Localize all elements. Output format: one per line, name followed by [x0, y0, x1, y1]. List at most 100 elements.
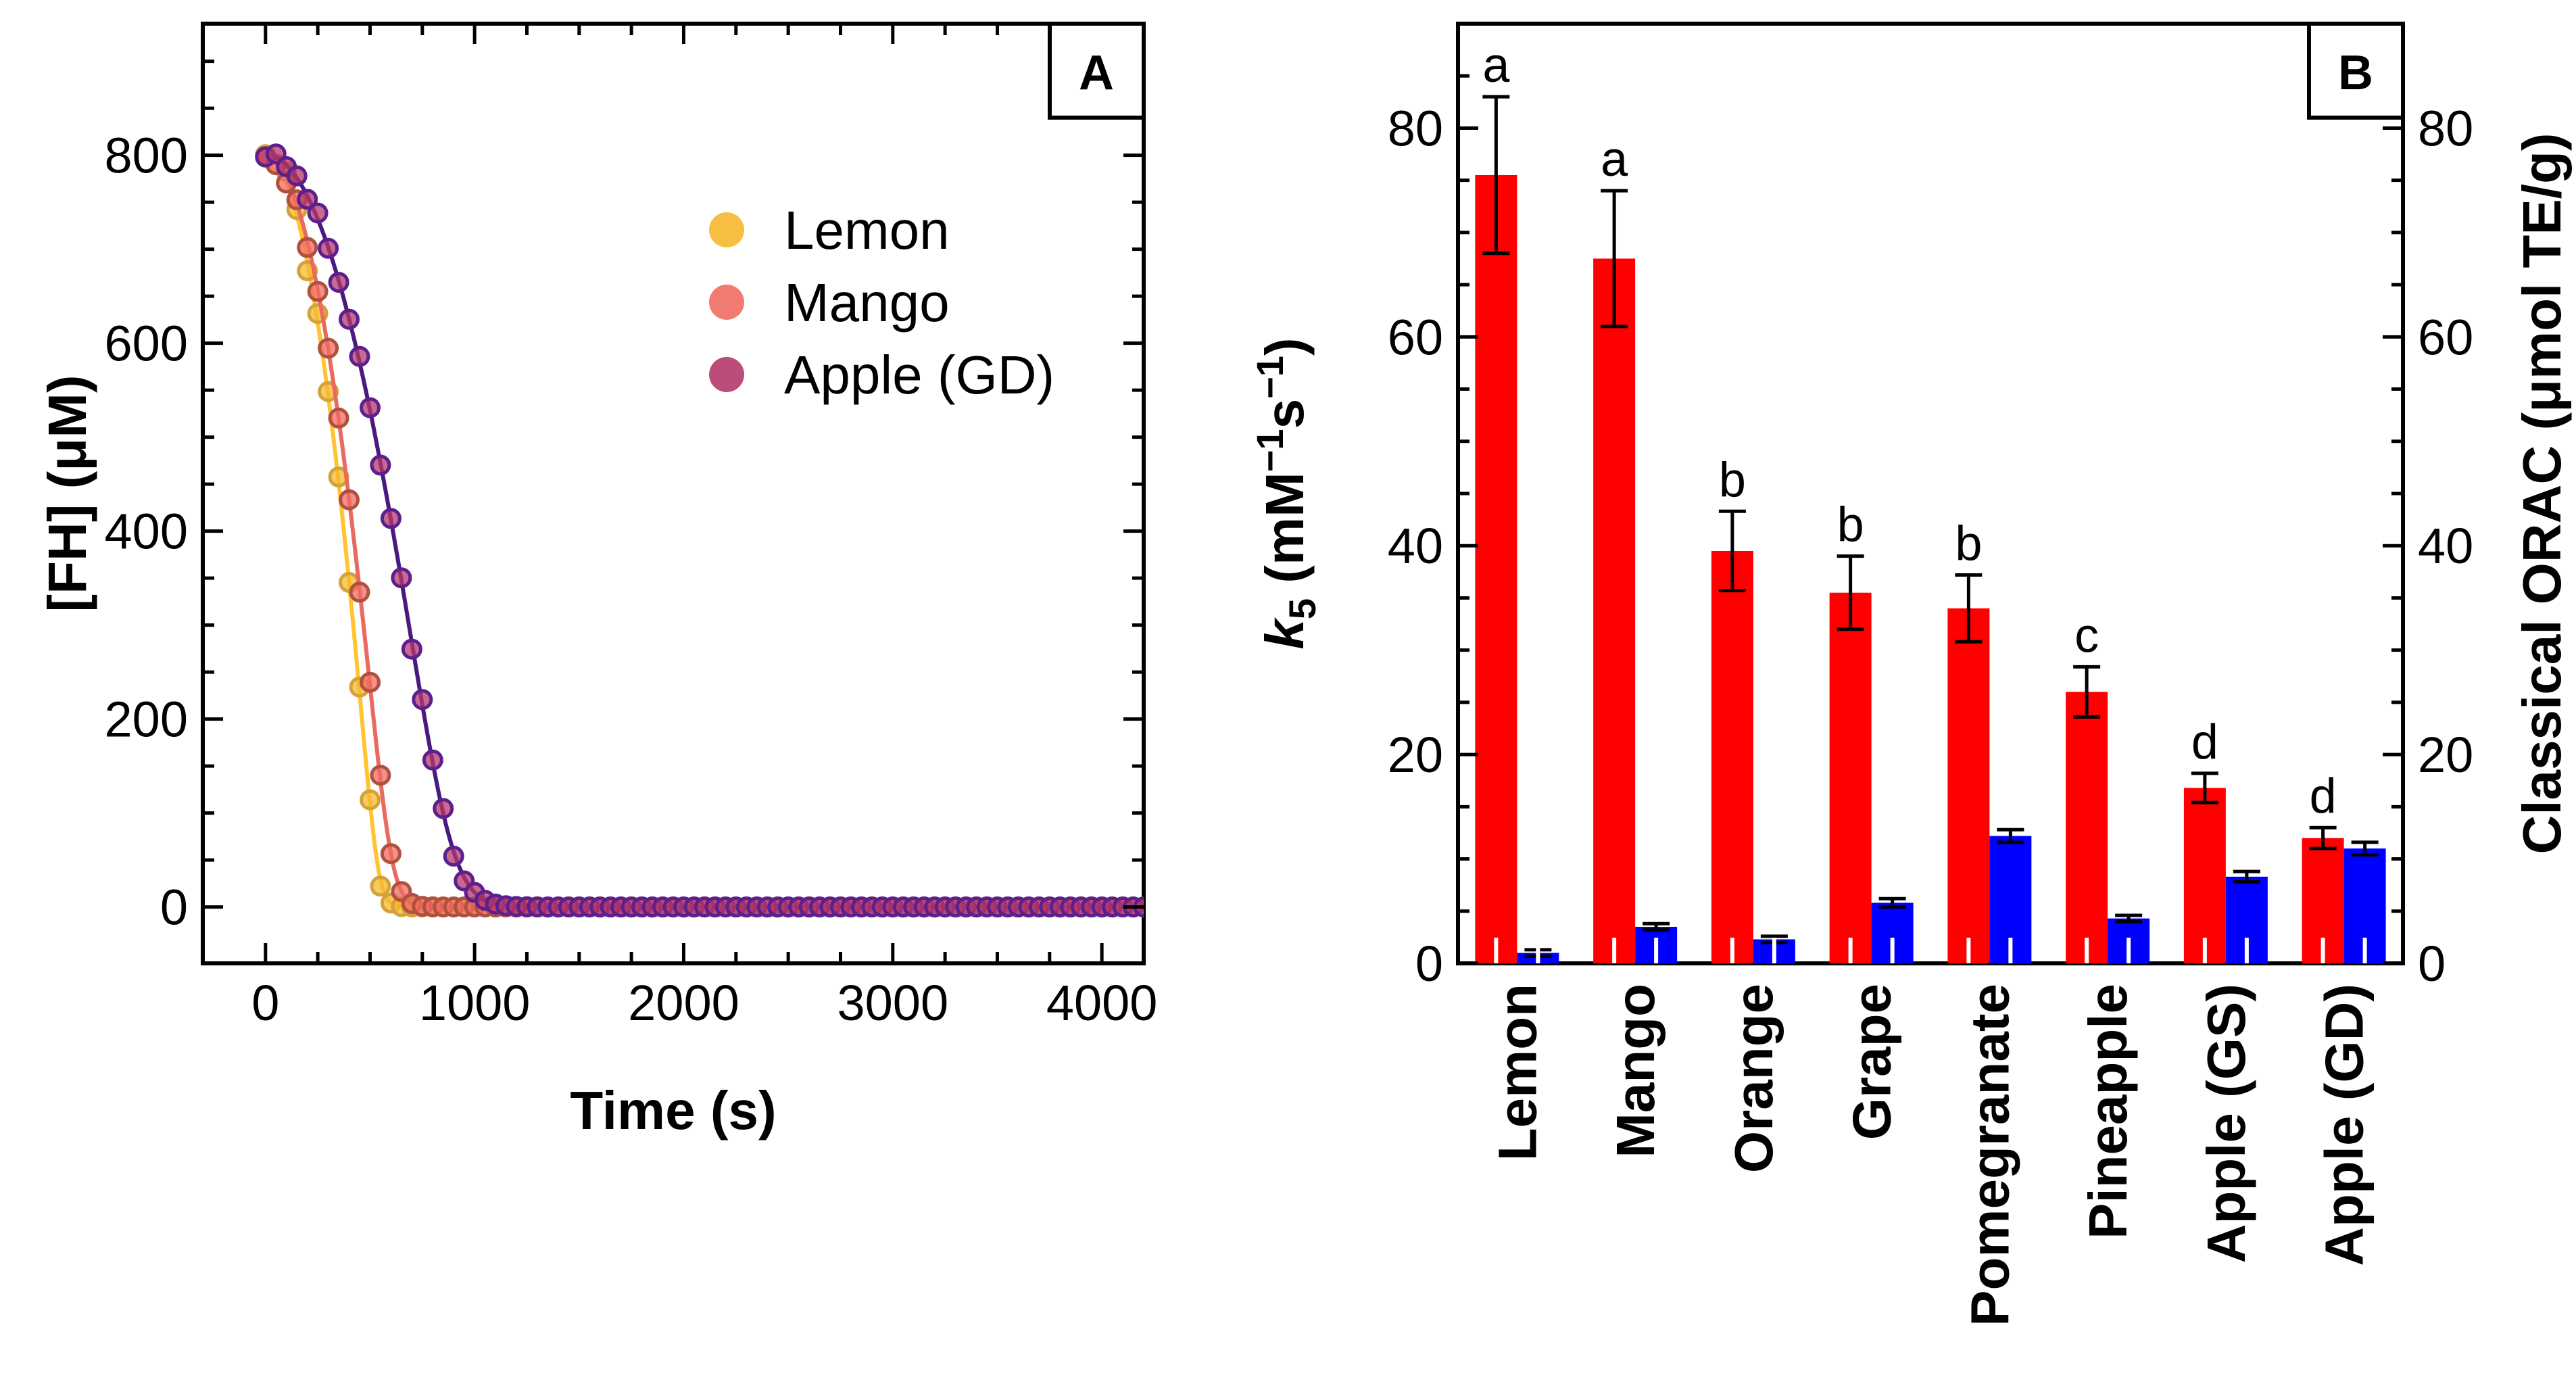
- data-point: [401, 638, 422, 660]
- data-point: [318, 237, 339, 259]
- data-point: [380, 508, 402, 529]
- panel-b-bars: a a b b b c d d: [1475, 39, 2386, 963]
- legend-label: Lemon: [784, 200, 950, 260]
- data-point: [297, 189, 318, 210]
- x-tick-label: 2000: [628, 975, 739, 1031]
- x-tick-label: 1000: [419, 975, 531, 1031]
- units-close: ): [1255, 337, 1315, 356]
- panel-a-label-box: [1048, 22, 1146, 120]
- data-point: [318, 337, 339, 359]
- panel-b-category-labels: Lemon Mango Orange Grape Pomegranate Pineappl…: [1487, 984, 2374, 1326]
- group-letter: b: [1719, 453, 1746, 507]
- data-point: [286, 165, 308, 187]
- legend-marker: [709, 357, 744, 392]
- category-label: Pomegranate: [1960, 984, 2020, 1326]
- panel-a-label: A: [1079, 46, 1114, 100]
- data-point: [422, 749, 443, 771]
- legend-marker: [709, 212, 744, 247]
- units-exp-1: −1: [1248, 429, 1291, 472]
- data-point: [433, 798, 454, 819]
- y-tick-label-left: 0: [1415, 936, 1443, 992]
- group-letter: b: [1837, 498, 1864, 552]
- y-tick-label-right: 60: [2418, 309, 2473, 365]
- data-point: [370, 454, 391, 476]
- category-label: Apple (GD): [2314, 984, 2375, 1266]
- group-letter: c: [2074, 608, 2099, 663]
- group-letter: d: [2310, 769, 2337, 823]
- y-tick-label: 600: [105, 316, 188, 372]
- data-point: [360, 397, 381, 418]
- panel-b-ticks: 0 0 20 20 40 40 60 60 80 80: [1388, 22, 2473, 992]
- data-point: [307, 202, 329, 224]
- panel-a-plot-area: [255, 143, 1144, 918]
- y-tick-label-right: 40: [2418, 518, 2473, 574]
- category-label: Grape: [1842, 984, 1902, 1140]
- category-label: Apple (GS): [2196, 984, 2256, 1263]
- data-point: [339, 489, 360, 510]
- k5-bar: [1947, 608, 1990, 963]
- y-tick-label-left: 80: [1388, 100, 1443, 156]
- panel-b-label: B: [2338, 46, 2373, 100]
- data-point: [370, 875, 391, 897]
- k5-bar: [1829, 592, 1872, 963]
- y-tick-label: 800: [105, 128, 188, 184]
- panel-a: 0 1000 2000 3000 4000 0 200 400 600 800 A Time (s…: [37, 22, 1158, 1140]
- legend-marker: [709, 285, 744, 320]
- k5-bar: [1593, 258, 1636, 963]
- category-label: Pineapple: [2078, 984, 2138, 1239]
- k5-bar: [1475, 174, 1517, 963]
- data-point: [360, 789, 381, 811]
- y-tick-label-right: 20: [2418, 727, 2473, 783]
- y-tick-label-right: 0: [2418, 936, 2446, 992]
- k-subscript: 5: [1281, 598, 1323, 619]
- panel-a-legend: Lemon Mango Apple (GD): [709, 200, 1054, 405]
- y-tick-label-right: 80: [2418, 100, 2473, 156]
- k5-bar: [1711, 550, 1753, 963]
- y-tick-label-left: 40: [1388, 518, 1443, 574]
- units-s: s: [1255, 399, 1315, 429]
- panel-b-left-y-title: k5 (mM−1s−1): [1248, 337, 1323, 649]
- data-point: [328, 407, 349, 429]
- data-point: [380, 843, 402, 865]
- group-letter: a: [1482, 39, 1510, 93]
- panel-a-x-title: Time (s): [570, 1080, 776, 1140]
- units-open: (mM: [1255, 472, 1315, 598]
- data-point: [349, 581, 370, 603]
- x-tick-label: 4000: [1046, 975, 1158, 1031]
- y-tick-label: 0: [160, 880, 188, 936]
- data-point: [339, 308, 360, 330]
- category-label: Orange: [1724, 984, 1784, 1173]
- legend-label: Mango: [784, 272, 950, 333]
- category-label: Lemon: [1487, 984, 1547, 1161]
- x-tick-label: 3000: [837, 975, 948, 1031]
- y-tick-label: 400: [105, 504, 188, 560]
- group-letter: d: [2191, 715, 2218, 769]
- panel-b-label-box: [2307, 22, 2405, 120]
- data-point: [307, 281, 329, 302]
- data-point: [412, 689, 433, 711]
- legend-label: Apple (GD): [784, 345, 1054, 405]
- y-tick-label-left: 60: [1388, 309, 1443, 365]
- data-point: [391, 567, 412, 589]
- data-point: [297, 237, 318, 258]
- panel-a-frame: [201, 22, 1146, 965]
- x-tick-label: 0: [251, 975, 279, 1031]
- y-tick-label-left: 20: [1388, 727, 1443, 783]
- data-point: [360, 671, 381, 693]
- data-point: [443, 845, 464, 867]
- k5-bar: [2066, 692, 2108, 963]
- fit-line-2: [265, 153, 1144, 909]
- data-point: [349, 345, 370, 367]
- data-point: [370, 765, 391, 786]
- panel-a-y-title: [FH] (μM): [37, 375, 97, 612]
- fit-line-0: [265, 153, 1144, 909]
- group-letter: a: [1601, 133, 1628, 187]
- panel-b-right-y-title: Classical ORAC (μmol TE/g): [2512, 133, 2572, 855]
- group-letter: b: [1955, 516, 1982, 571]
- k-symbol: k: [1255, 617, 1315, 650]
- fit-line-1: [265, 153, 1144, 909]
- units-exp-2: −1: [1248, 356, 1291, 399]
- panel-a-ticks: 0 1000 2000 3000 4000 0 200 400 600 800: [105, 24, 1158, 1031]
